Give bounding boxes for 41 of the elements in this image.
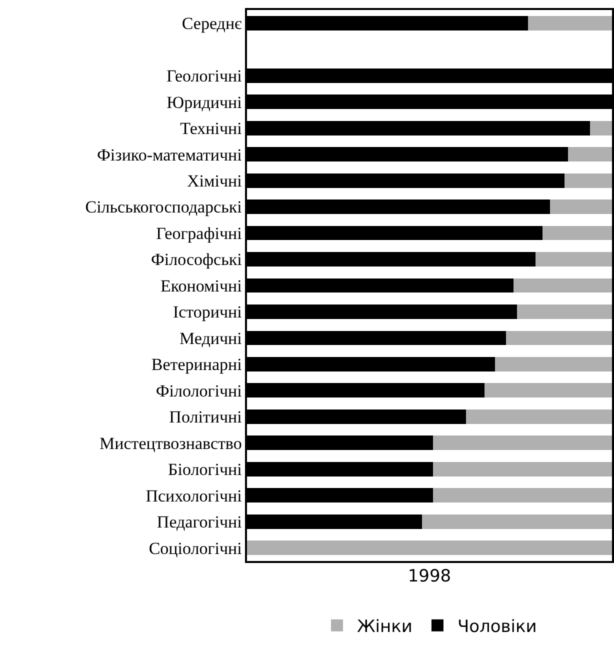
- bar: [528, 16, 612, 30]
- y-tick-label: Політичні: [169, 408, 242, 427]
- y-tick-label: Психологічні: [146, 486, 242, 506]
- y-tick-label: Географічні: [156, 224, 242, 243]
- bar: [513, 278, 612, 293]
- y-tick-label: Медичні: [180, 328, 242, 348]
- bar: [564, 173, 612, 188]
- legend-label: Жінки: [357, 617, 412, 638]
- y-tick-label: Фізико-математичні: [96, 145, 242, 164]
- y-tick-label: Історичні: [172, 302, 242, 322]
- x-axis-title: 1998: [408, 566, 452, 587]
- y-tick-label: Педагогічні: [156, 512, 242, 532]
- y-tick-label: Філологічні: [156, 381, 242, 400]
- bar: [484, 383, 612, 398]
- bar: [433, 462, 612, 476]
- bar: [433, 488, 612, 503]
- y-tick-label: Соціологічні: [148, 538, 242, 558]
- y-tick-label: Середнє: [182, 14, 243, 34]
- y-tick-label: Сільськогосподарські: [85, 198, 242, 217]
- bar: [433, 436, 612, 450]
- y-tick-label: Юридичні: [166, 92, 242, 112]
- y-tick-label: Мистецтвознавство: [100, 434, 242, 453]
- bar: [568, 147, 612, 162]
- legend-label: Чоловіки: [457, 617, 537, 638]
- bar: [517, 304, 612, 319]
- bar: [506, 330, 612, 346]
- y-tick-label: Ветеринарні: [151, 355, 242, 374]
- y-tick-label: Геологічні: [166, 66, 242, 86]
- bar: [495, 357, 612, 372]
- bar: [247, 540, 612, 556]
- bar: [590, 120, 612, 136]
- y-tick-label: Хімічні: [186, 172, 242, 190]
- bar: [422, 514, 612, 529]
- y-tick-label: Технічні: [180, 119, 242, 138]
- bar: [550, 200, 612, 214]
- bar: [535, 252, 612, 266]
- bar: [542, 226, 612, 240]
- bar: [466, 409, 612, 424]
- y-tick-label: Біологічні: [168, 460, 242, 480]
- y-tick-label: Економічні: [160, 276, 242, 296]
- y-tick-label: Філософські: [150, 250, 242, 270]
